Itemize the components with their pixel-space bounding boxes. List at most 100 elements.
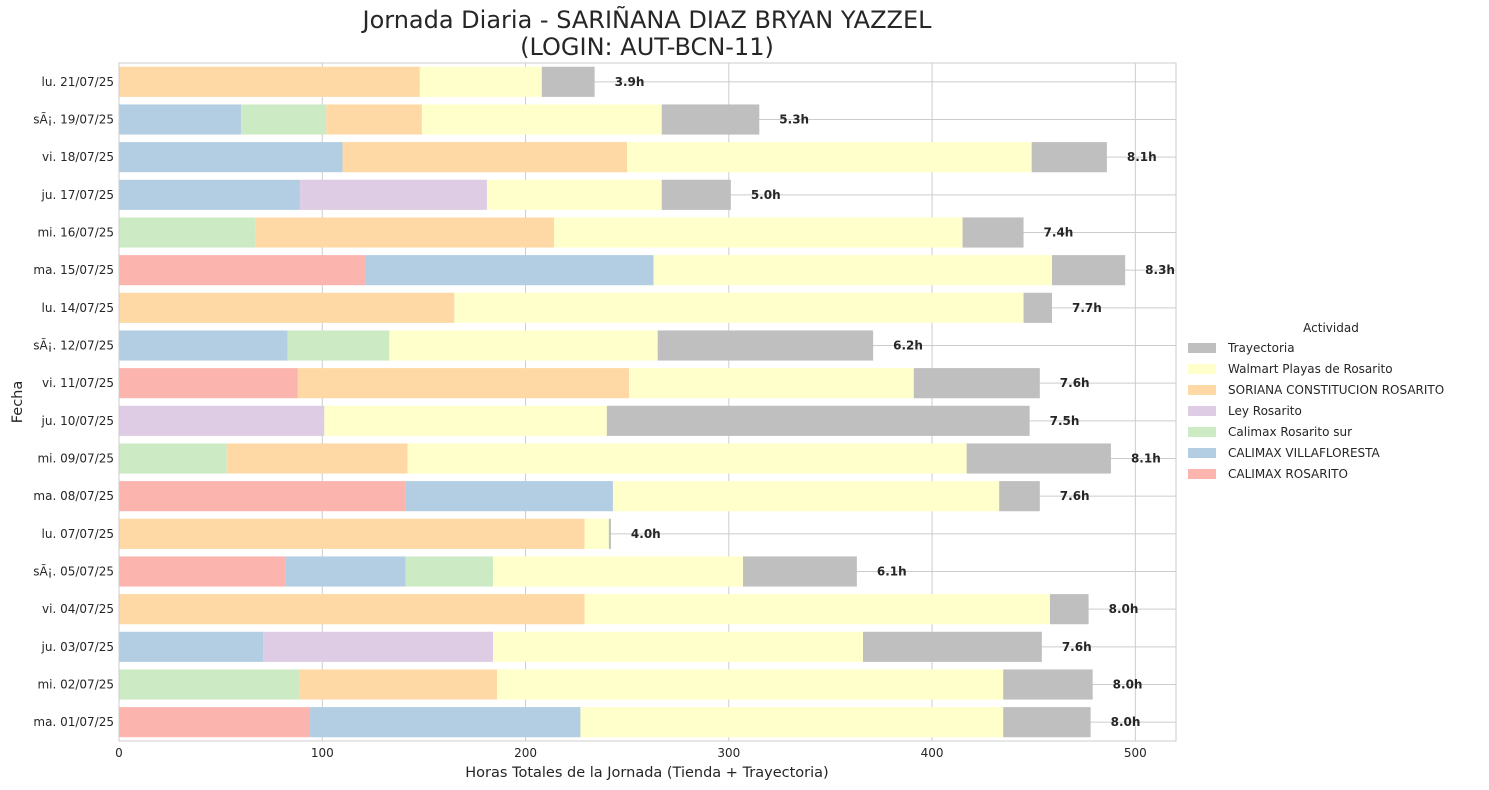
bar-total-label: 8.0h: [1113, 678, 1143, 692]
legend-swatch-calimax-rosarito: [1188, 469, 1216, 479]
bar-segment-calimax-rosarito-sur: [240, 104, 327, 135]
bar-segment-calimax-villafloresta: [119, 631, 264, 662]
bar-segment-soriana-constitucion-rosarito: [119, 292, 455, 323]
legend-label-trayectoria: Trayectoria: [1227, 341, 1295, 355]
y-tick-label: ma. 01/07/25: [33, 715, 114, 729]
bar-segment-trayectoria: [999, 481, 1040, 512]
bar-segment-walmart-playas-de-rosarito: [584, 594, 1050, 625]
bar-total-label: 5.0h: [751, 188, 781, 202]
y-tick-label: ju. 17/07/25: [41, 188, 114, 202]
bar-segment-soriana-constitucion-rosarito: [255, 217, 554, 248]
y-tick-label: mi. 09/07/25: [37, 452, 114, 466]
bar-segment-trayectoria: [657, 330, 874, 361]
bar-segment-trayectoria: [661, 104, 760, 135]
bar-segment-calimax-villafloresta: [119, 179, 300, 210]
bar-segment-walmart-playas-de-rosarito: [653, 255, 1053, 286]
bar-segment-walmart-playas-de-rosarito: [612, 481, 1000, 512]
bar-total-label: 6.2h: [893, 339, 923, 353]
bar-segment-soriana-constitucion-rosarito: [326, 104, 422, 135]
legend-label-calimax-rosarito: CALIMAX ROSARITO: [1228, 467, 1348, 481]
bar-total-label: 7.6h: [1062, 640, 1092, 654]
y-tick-label: lu. 14/07/25: [42, 301, 114, 315]
bar-total-label: 7.4h: [1044, 226, 1074, 240]
bar-segment-calimax-rosarito-sur: [287, 330, 390, 361]
legend-swatch-calimax-villafloresta: [1188, 448, 1216, 458]
legend-swatch-soriana-constitucion-rosarito: [1188, 385, 1216, 395]
bar-segment-calimax-rosarito-sur: [119, 669, 300, 700]
x-tick-label: 100: [311, 746, 334, 760]
bar-segment-walmart-playas-de-rosarito: [580, 707, 1004, 738]
bar-segment-walmart-playas-de-rosarito: [629, 368, 914, 399]
bar-segment-walmart-playas-de-rosarito: [493, 556, 744, 587]
y-tick-label: ju. 03/07/25: [41, 640, 114, 654]
bar-segment-trayectoria: [1003, 669, 1093, 700]
bar-total-label: 5.3h: [779, 113, 809, 127]
bar-segment-walmart-playas-de-rosarito: [497, 669, 1004, 700]
bar-segment-soriana-constitucion-rosarito: [297, 368, 630, 399]
x-tick-label: 0: [115, 746, 123, 760]
bar-segment-walmart-playas-de-rosarito: [454, 292, 1024, 323]
bar-segment-soriana-constitucion-rosarito: [342, 142, 628, 173]
bar-segment-calimax-villafloresta: [405, 481, 613, 512]
x-tick-label: 300: [717, 746, 740, 760]
bar-total-label: 8.0h: [1109, 602, 1139, 616]
bar-total-label: 8.1h: [1127, 150, 1157, 164]
x-tick-label: 200: [514, 746, 537, 760]
y-tick-label: mi. 16/07/25: [37, 226, 114, 240]
legend: Actividad Trayectoria Walmart Playas de R…: [1188, 321, 1444, 481]
bar-segment-trayectoria: [608, 518, 611, 549]
y-tick-label: sÃ¡. 12/07/25: [33, 338, 114, 353]
bar-segment-trayectoria: [913, 368, 1040, 399]
bar-segment-walmart-playas-de-rosarito: [421, 104, 662, 135]
bar-segment-calimax-villafloresta: [119, 104, 241, 135]
bar-segment-calimax-rosarito: [119, 556, 286, 587]
y-tick-label: sÃ¡. 19/07/25: [33, 112, 114, 127]
bar-total-label: 7.6h: [1060, 376, 1090, 390]
bar-segment-soriana-constitucion-rosarito: [119, 594, 585, 625]
bar-segment-trayectoria: [661, 179, 731, 210]
bar-segment-trayectoria: [1003, 707, 1091, 738]
bar-segment-soriana-constitucion-rosarito: [119, 518, 585, 549]
legend-label-calimax-villafloresta: CALIMAX VILLAFLORESTA: [1228, 446, 1381, 460]
bar-segment-trayectoria: [541, 66, 595, 97]
bar-segment-trayectoria: [966, 443, 1111, 474]
y-tick-label: ma. 15/07/25: [33, 263, 114, 277]
plot-frame: [118, 62, 1177, 742]
y-tick-label: lu. 07/07/25: [42, 527, 114, 541]
legend-swatch-trayectoria: [1188, 343, 1216, 353]
y-tick-label: lu. 21/07/25: [42, 75, 114, 89]
bar-total-label: 8.0h: [1111, 715, 1141, 729]
bar-segment-soriana-constitucion-rosarito: [226, 443, 408, 474]
bar-segment-calimax-rosarito: [119, 368, 298, 399]
legend-title: Actividad: [1303, 321, 1359, 335]
bar-segment-trayectoria: [606, 405, 1030, 436]
x-tick-label: 500: [1124, 746, 1147, 760]
bar-segment-trayectoria: [1049, 594, 1089, 625]
y-tick-label: sÃ¡. 05/07/25: [33, 564, 114, 579]
legend-label-soriana-constitucion-rosarito: SORIANA CONSTITUCION ROSARITO: [1228, 383, 1444, 397]
bar-segment-calimax-rosarito: [119, 481, 406, 512]
bar-total-label: 6.1h: [877, 565, 907, 579]
bar-segment-calimax-rosarito-sur: [119, 217, 256, 248]
bar-segment-soriana-constitucion-rosarito: [299, 669, 498, 700]
bar-segment-trayectoria: [862, 631, 1042, 662]
bar-total-label: 8.3h: [1145, 263, 1175, 277]
bar-total-label: 7.5h: [1050, 414, 1080, 428]
bar-segment-calimax-rosarito: [119, 255, 365, 286]
x-tick-label: 400: [921, 746, 944, 760]
bar-segment-walmart-playas-de-rosarito: [553, 217, 963, 248]
y-tick-label: vi. 11/07/25: [42, 376, 114, 390]
bar-segment-calimax-rosarito: [119, 707, 311, 738]
bar-segment-walmart-playas-de-rosarito: [419, 66, 542, 97]
chart-subtitle: (LOGIN: AUT-BCN-11): [520, 33, 774, 61]
bar-segment-walmart-playas-de-rosarito: [324, 405, 607, 436]
y-tick-label: mi. 02/07/25: [37, 678, 114, 692]
bar-segment-calimax-rosarito-sur: [405, 556, 494, 587]
chart-title: Jornada Diaria - SARIÑANA DIAZ BRYAN YAZ…: [360, 4, 932, 34]
bar-segment-walmart-playas-de-rosarito: [584, 518, 609, 549]
bar-segment-walmart-playas-de-rosarito: [627, 142, 1032, 173]
y-tick-labels: lu. 21/07/25 sÃ¡. 19/07/25 vi. 18/07/25 ju.…: [33, 75, 114, 729]
y-tick-label: vi. 18/07/25: [42, 150, 114, 164]
bar-segment-calimax-villafloresta: [119, 330, 288, 361]
